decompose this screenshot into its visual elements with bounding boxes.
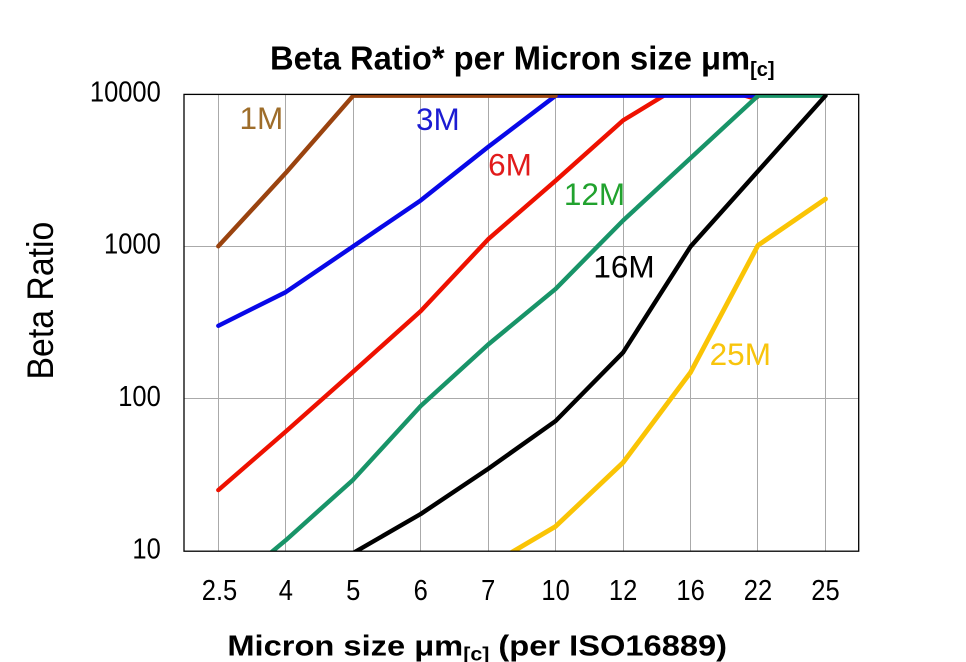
svg-text:16M: 16M (593, 248, 654, 284)
svg-text:7: 7 (481, 573, 495, 606)
svg-text:12: 12 (609, 573, 637, 606)
svg-text:Beta Ratio* per Micron size μm: Beta Ratio* per Micron size μm[c] (270, 40, 775, 81)
svg-text:100: 100 (118, 379, 161, 412)
svg-text:4: 4 (279, 573, 293, 606)
svg-text:3M: 3M (416, 101, 460, 137)
svg-text:10000: 10000 (90, 75, 161, 108)
svg-text:10: 10 (132, 532, 160, 565)
svg-text:16: 16 (676, 573, 704, 606)
svg-text:2.5: 2.5 (202, 573, 237, 606)
svg-text:25M: 25M (710, 336, 771, 372)
svg-text:1M: 1M (240, 100, 284, 136)
svg-text:25: 25 (811, 573, 839, 606)
svg-text:10: 10 (541, 573, 569, 606)
svg-text:5: 5 (346, 573, 360, 606)
svg-text:12M: 12M (564, 176, 625, 212)
svg-text:1000: 1000 (104, 227, 161, 260)
svg-text:6: 6 (414, 573, 428, 606)
svg-text:22: 22 (744, 573, 772, 606)
svg-text:Beta Ratio: Beta Ratio (20, 222, 62, 380)
svg-text:6M: 6M (488, 146, 532, 182)
